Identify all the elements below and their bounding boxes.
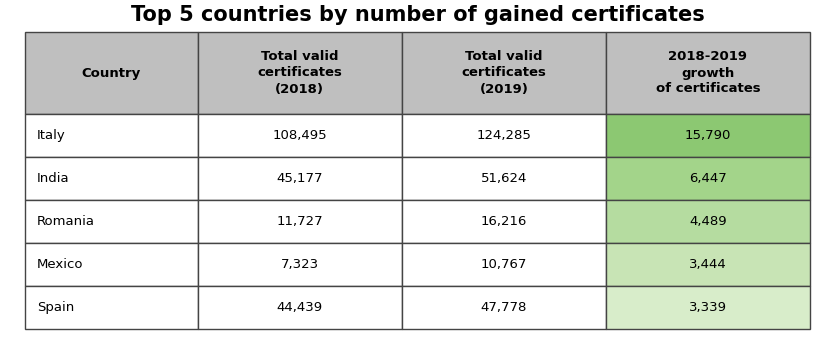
Text: Country: Country — [82, 66, 141, 80]
Text: 108,495: 108,495 — [273, 129, 327, 142]
Text: 4,489: 4,489 — [689, 215, 726, 228]
Text: Romania: Romania — [37, 215, 95, 228]
Text: Total valid
certificates
(2018): Total valid certificates (2018) — [258, 51, 342, 95]
Text: 15,790: 15,790 — [685, 129, 731, 142]
Bar — [25, 32, 198, 114]
Bar — [605, 200, 810, 243]
Text: Top 5 countries by number of gained certificates: Top 5 countries by number of gained cert… — [131, 5, 705, 25]
Bar — [198, 200, 402, 243]
Bar — [198, 157, 402, 200]
Text: 3,339: 3,339 — [689, 301, 727, 314]
Text: Total valid
certificates
(2019): Total valid certificates (2019) — [461, 51, 546, 95]
Bar — [25, 243, 198, 286]
Text: 47,778: 47,778 — [480, 301, 527, 314]
Text: 6,447: 6,447 — [689, 172, 726, 185]
Bar — [198, 114, 402, 157]
Text: 11,727: 11,727 — [276, 215, 323, 228]
Bar — [402, 32, 605, 114]
Text: 10,767: 10,767 — [480, 258, 527, 271]
Text: 124,285: 124,285 — [476, 129, 531, 142]
Text: India: India — [37, 172, 69, 185]
Bar — [605, 243, 810, 286]
Bar — [605, 32, 810, 114]
Bar — [402, 243, 605, 286]
Bar — [402, 157, 605, 200]
Text: Spain: Spain — [37, 301, 74, 314]
Bar — [605, 157, 810, 200]
Bar — [402, 286, 605, 329]
Text: 7,323: 7,323 — [281, 258, 319, 271]
Bar — [198, 243, 402, 286]
Bar — [605, 286, 810, 329]
Bar — [25, 286, 198, 329]
Bar — [605, 114, 810, 157]
Text: 44,439: 44,439 — [277, 301, 323, 314]
Bar — [198, 32, 402, 114]
Bar — [402, 114, 605, 157]
Text: Mexico: Mexico — [37, 258, 83, 271]
Text: 2018-2019
growth
of certificates: 2018-2019 growth of certificates — [656, 51, 761, 95]
Text: 3,444: 3,444 — [689, 258, 726, 271]
Bar — [25, 114, 198, 157]
Text: 51,624: 51,624 — [480, 172, 527, 185]
Text: Italy: Italy — [37, 129, 66, 142]
Bar — [25, 157, 198, 200]
Bar — [25, 200, 198, 243]
Text: 45,177: 45,177 — [277, 172, 323, 185]
Bar — [402, 200, 605, 243]
Text: 16,216: 16,216 — [480, 215, 527, 228]
Bar — [198, 286, 402, 329]
